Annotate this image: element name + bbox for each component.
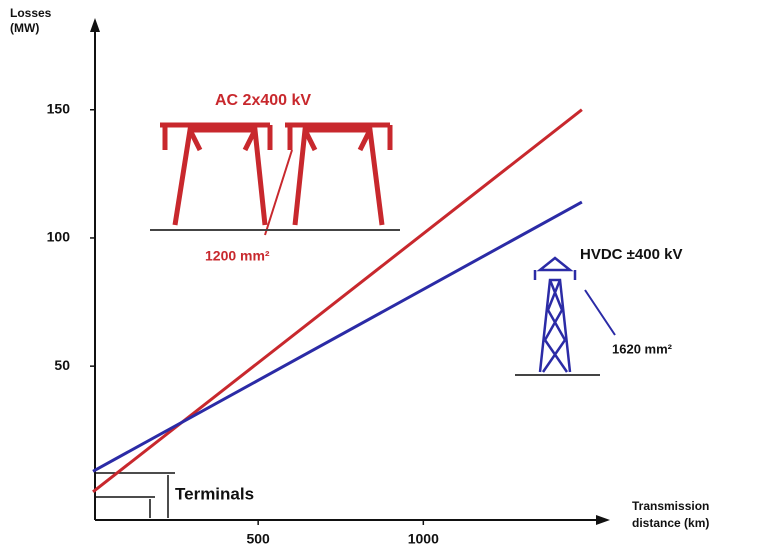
annotation: HVDC ±400 kV	[580, 246, 682, 263]
data-line	[93, 110, 582, 492]
x-axis-label: Transmission	[632, 499, 709, 513]
axes	[95, 28, 600, 520]
annotation: AC 2x400 kV	[215, 92, 311, 109]
x-tick-label: 1000	[408, 531, 439, 544]
chart: 50 100 150 500 1000 Losses(MW) Transmission dis…	[0, 0, 759, 544]
y-tick-label: 50	[54, 357, 70, 373]
annotation: Terminals	[175, 484, 254, 503]
y-tick-label: 150	[47, 100, 71, 116]
data-line	[93, 202, 582, 471]
y-axis-label: (MW)	[10, 21, 39, 35]
x-tick-label: 500	[246, 531, 270, 544]
x-axis-arrow	[596, 515, 610, 525]
y-axis-label: Losses	[10, 6, 52, 20]
annotation: 1200 mm²	[205, 248, 270, 264]
annotation: 1620 mm²	[612, 341, 673, 356]
x-axis-label: distance (km)	[632, 516, 709, 530]
y-axis-arrow	[90, 18, 100, 32]
y-tick-label: 100	[47, 229, 71, 245]
ac-towers	[160, 125, 390, 235]
hvdc-tower	[535, 258, 615, 372]
